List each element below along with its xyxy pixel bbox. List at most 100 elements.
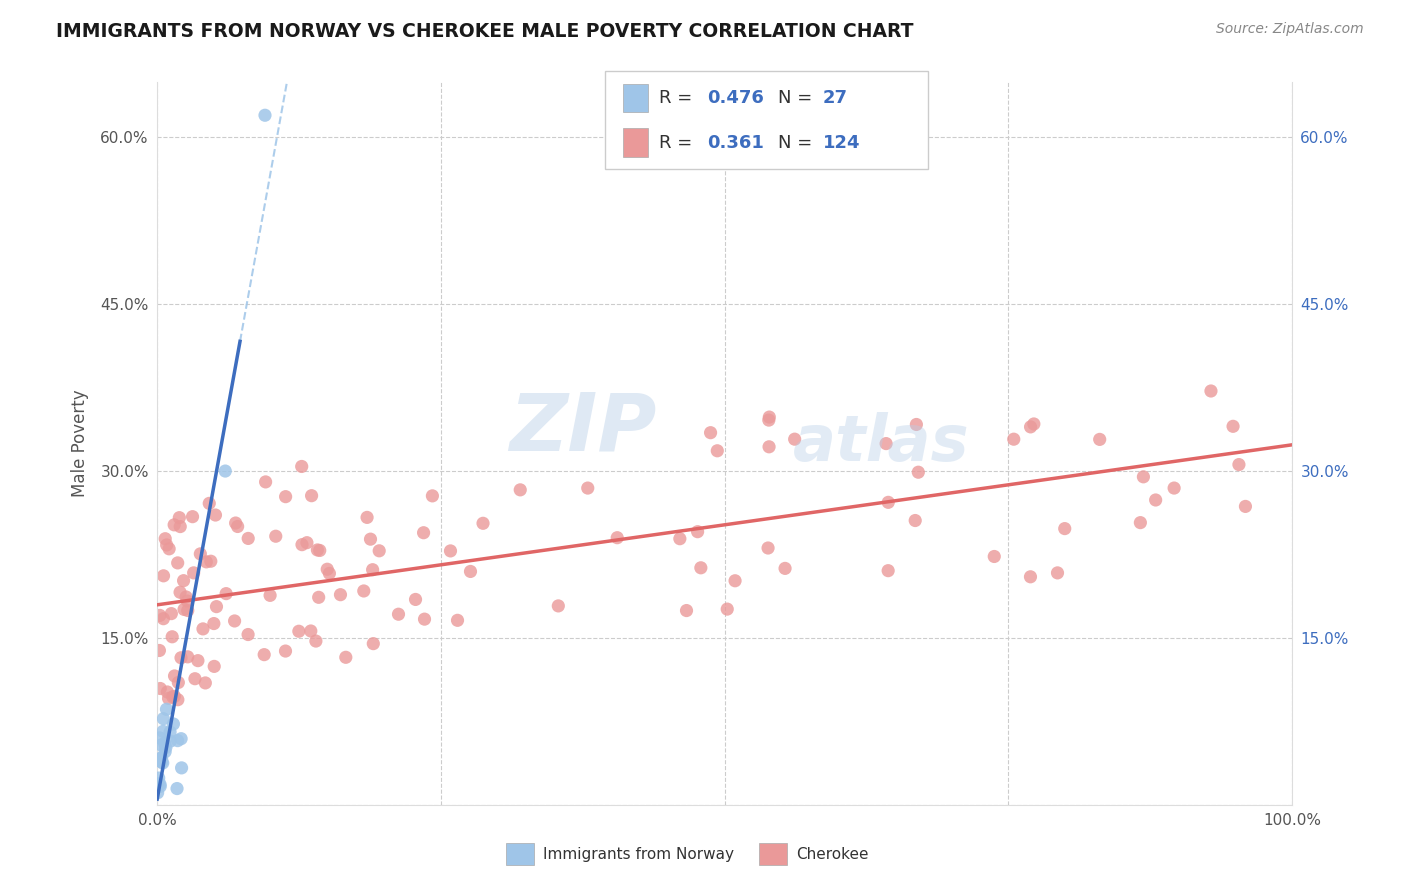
- Point: [253, 108, 276, 122]
- Point: [166, 733, 188, 747]
- Point: [1227, 458, 1250, 472]
- Text: 0.476: 0.476: [707, 89, 763, 107]
- Point: [149, 777, 172, 791]
- Point: [254, 475, 277, 489]
- Point: [877, 564, 900, 578]
- Point: [773, 561, 796, 575]
- Point: [360, 532, 382, 546]
- Point: [170, 761, 193, 775]
- Point: [716, 602, 738, 616]
- Text: Source: ZipAtlas.com: Source: ZipAtlas.com: [1216, 22, 1364, 37]
- Point: [173, 602, 195, 616]
- Text: 0.361: 0.361: [707, 134, 763, 152]
- Point: [295, 535, 318, 549]
- Point: [163, 690, 186, 704]
- Point: [1144, 493, 1167, 508]
- Point: [150, 751, 173, 765]
- Point: [176, 594, 198, 608]
- Point: [166, 692, 188, 706]
- Point: [225, 516, 247, 530]
- Point: [259, 588, 281, 602]
- Point: [1019, 420, 1042, 434]
- Point: [155, 532, 177, 546]
- Point: [224, 614, 246, 628]
- Point: [307, 543, 329, 558]
- Point: [1046, 566, 1069, 580]
- Point: [200, 554, 222, 568]
- Point: [983, 549, 1005, 564]
- Point: [301, 489, 323, 503]
- Point: [1132, 470, 1154, 484]
- Point: [169, 519, 191, 533]
- Point: [202, 659, 225, 673]
- Point: [905, 417, 928, 432]
- Point: [264, 529, 287, 543]
- Point: [177, 603, 200, 617]
- Point: [167, 675, 190, 690]
- Point: [170, 731, 193, 746]
- Point: [253, 648, 276, 662]
- Point: [162, 717, 184, 731]
- Point: [150, 738, 173, 752]
- Point: [214, 464, 236, 478]
- Point: [1019, 570, 1042, 584]
- Text: R =: R =: [659, 134, 699, 152]
- Point: [181, 509, 204, 524]
- Point: [184, 672, 207, 686]
- Point: [689, 561, 711, 575]
- Point: [460, 565, 482, 579]
- Point: [195, 555, 218, 569]
- Point: [904, 514, 927, 528]
- Point: [150, 751, 173, 765]
- Point: [163, 517, 186, 532]
- Point: [148, 643, 170, 657]
- Point: [149, 681, 172, 696]
- Point: [439, 544, 461, 558]
- Point: [155, 702, 177, 716]
- Point: [152, 724, 174, 739]
- Text: R =: R =: [659, 89, 699, 107]
- Point: [152, 569, 174, 583]
- Point: [166, 781, 188, 796]
- Point: [412, 525, 434, 540]
- Point: [724, 574, 747, 588]
- Point: [188, 547, 211, 561]
- Point: [205, 599, 228, 614]
- Point: [236, 627, 259, 641]
- Point: [152, 612, 174, 626]
- Point: [308, 591, 330, 605]
- Point: [291, 459, 314, 474]
- Point: [156, 538, 179, 552]
- Y-axis label: Male Poverty: Male Poverty: [72, 390, 89, 497]
- Point: [198, 496, 221, 510]
- Point: [157, 541, 180, 556]
- Point: [361, 563, 384, 577]
- Text: atlas: atlas: [793, 412, 969, 475]
- Point: [163, 669, 186, 683]
- Point: [1022, 417, 1045, 431]
- Point: [176, 649, 198, 664]
- Point: [758, 410, 780, 425]
- Point: [187, 654, 209, 668]
- Point: [288, 624, 311, 639]
- Point: [226, 519, 249, 533]
- Point: [149, 780, 172, 794]
- Point: [1129, 516, 1152, 530]
- Text: Immigrants from Norway: Immigrants from Norway: [543, 847, 734, 862]
- Point: [318, 566, 340, 581]
- Point: [547, 599, 569, 613]
- Point: [149, 608, 172, 623]
- Point: [405, 592, 427, 607]
- Point: [149, 754, 172, 768]
- Point: [329, 588, 352, 602]
- Text: N =: N =: [778, 134, 817, 152]
- Point: [299, 624, 322, 638]
- Point: [152, 712, 174, 726]
- Point: [153, 745, 176, 759]
- Point: [150, 755, 173, 769]
- Point: [446, 613, 468, 627]
- Point: [160, 607, 183, 621]
- Text: Cherokee: Cherokee: [796, 847, 869, 862]
- Point: [316, 562, 339, 576]
- Point: [387, 607, 409, 622]
